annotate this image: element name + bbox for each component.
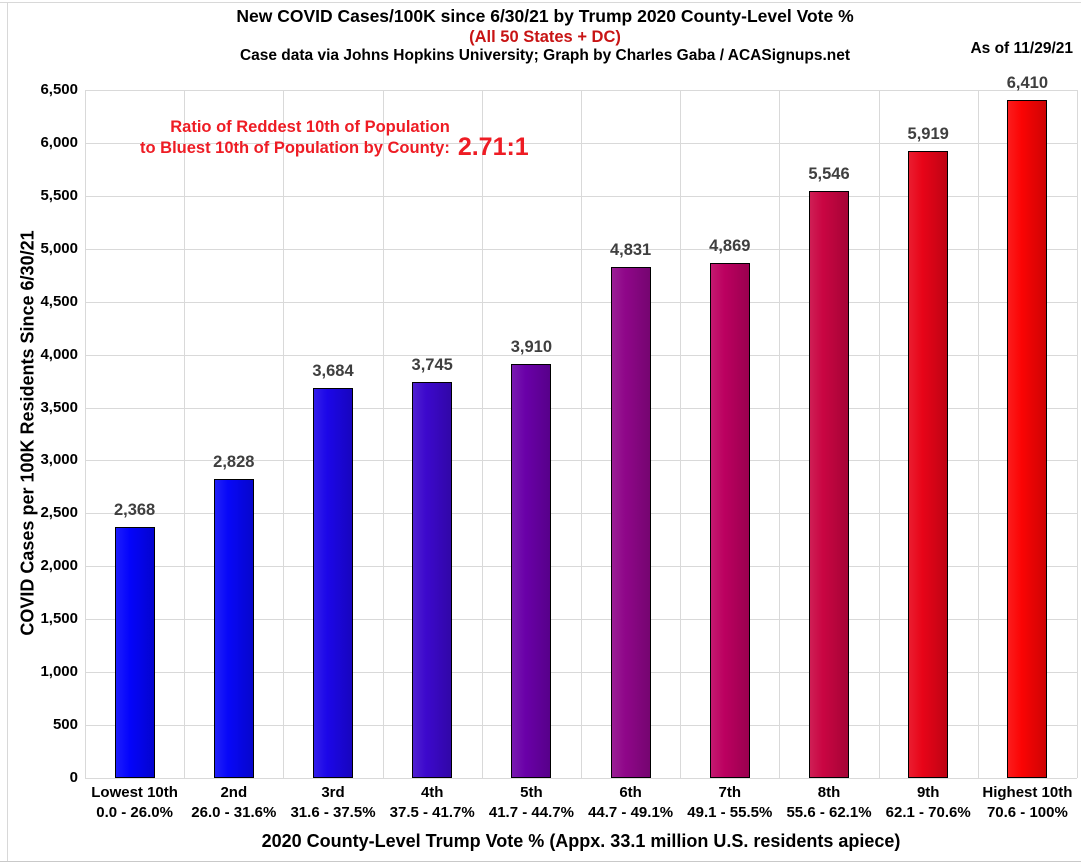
x-category-range: 37.5 - 41.7%: [389, 803, 475, 821]
x-category-range: 70.6 - 100%: [986, 803, 1068, 821]
ratio-value: 2.71:1: [457, 133, 529, 162]
y-tick-label: 5,000: [40, 239, 78, 257]
gridline-horizontal: [85, 778, 1077, 779]
x-category-name: 2nd: [220, 784, 248, 801]
bar-value-label: 3,910: [510, 338, 553, 356]
x-category-label: 8th 55.6 - 62.1%: [764, 783, 894, 823]
x-category-range: 49.1 - 55.5%: [687, 803, 773, 821]
ratio-annotation-text: Ratio of Reddest 10th of Population to B…: [140, 117, 450, 159]
gridline-vertical: [680, 90, 682, 778]
bar-6: [610, 267, 651, 778]
x-category-range: 62.1 - 70.6%: [885, 803, 971, 821]
as-of-date: As of 11/29/21: [970, 40, 1073, 57]
y-axis-title: COVID Cases per 100K Residents Since 6/3…: [17, 230, 38, 636]
x-axis-title: 2020 County-Level Trump Vote % (Appx. 33…: [261, 831, 901, 851]
bar-value-label: 5,546: [808, 165, 850, 183]
x-category-range: 41.7 - 44.7%: [488, 803, 574, 821]
chart-title: New COVID Cases/100K since 6/30/21 by Tr…: [236, 6, 854, 26]
bar-1: [114, 527, 155, 778]
bar-7: [709, 263, 750, 778]
bar-4: [412, 382, 453, 778]
x-category-name: 4th: [420, 784, 444, 801]
x-category-name: 3rd: [321, 784, 345, 801]
gridline-vertical: [85, 90, 86, 778]
x-category-name: Highest 10th: [982, 784, 1073, 801]
y-tick-label: 3,000: [40, 451, 78, 469]
y-tick-label: 6,500: [40, 81, 78, 98]
y-tick-label: 4,000: [40, 345, 78, 363]
x-category-name: Lowest 10th: [91, 784, 178, 801]
frame-border-top: [0, 2, 1081, 3]
x-category-range: 26.0 - 31.6%: [191, 803, 277, 821]
gridline-vertical: [1077, 90, 1078, 778]
chart-subtitle: (All 50 States + DC): [469, 28, 621, 47]
gridline-vertical: [878, 90, 880, 778]
x-category-label: Highest 10th 70.6 - 100%: [962, 783, 1081, 823]
x-category-name: 5th: [520, 784, 543, 801]
x-category-range: 31.6 - 37.5%: [290, 803, 376, 821]
bar-value-label: 4,869: [709, 237, 751, 255]
gridline-vertical: [977, 90, 979, 778]
x-category-label: 2nd 26.0 - 31.6%: [169, 783, 299, 823]
x-category-name: 7th: [718, 784, 742, 801]
bar-value-label: 3,745: [411, 356, 453, 374]
bar-2: [213, 479, 254, 778]
gridline-vertical: [581, 90, 582, 778]
y-tick-label: 3,500: [40, 398, 78, 416]
x-category-range: 44.7 - 49.1%: [588, 803, 674, 821]
y-tick-label: 6,000: [40, 133, 78, 151]
x-category-label: 5th 41.7 - 44.7%: [466, 783, 596, 823]
chart-credit-line: Case data via Johns Hopkins University; …: [239, 47, 851, 65]
x-category-label: Lowest 10th 0.0 - 26.0%: [70, 783, 200, 823]
x-category-name: 6th: [619, 784, 642, 801]
bar-5: [511, 364, 552, 778]
x-category-label: 4th 37.5 - 41.7%: [367, 783, 497, 823]
gridline-vertical: [382, 90, 384, 778]
y-tick-label: 1,500: [40, 610, 78, 628]
y-tick-label: 5,500: [40, 186, 78, 204]
ratio-annotation-line2: to Bluest 10th of Population by County:: [140, 139, 450, 158]
ratio-annotation: Ratio of Reddest 10th of Population to B…: [140, 117, 529, 162]
x-category-name: 8th: [817, 784, 841, 801]
gridline-vertical: [779, 90, 781, 778]
bar-value-label: 6,410: [1006, 74, 1049, 92]
x-category-label: 3rd 31.6 - 37.5%: [268, 783, 398, 823]
bar-value-label: 2,828: [213, 453, 255, 471]
frame-border-bottom: [0, 861, 1081, 862]
x-category-label: 9th 62.1 - 70.6%: [863, 783, 993, 823]
bar-8: [809, 191, 849, 778]
bar-value-label: 5,919: [907, 125, 949, 143]
bar-3: [313, 388, 353, 778]
y-tick-label: 2,000: [40, 557, 78, 575]
y-tick-label: 2,500: [40, 504, 78, 522]
bar-9: [908, 151, 949, 778]
y-tick-label: 500: [52, 716, 78, 734]
x-category-range: 55.6 - 62.1%: [786, 803, 872, 821]
frame-border-left: [7, 2, 8, 862]
x-category-label: 7th 49.1 - 55.5%: [665, 783, 795, 823]
x-category-range: 0.0 - 26.0%: [96, 803, 173, 821]
bar-value-label: 2,368: [113, 501, 156, 519]
plot-area: 2,368 2,828 3,684 3,745 3,910 4,831 4,869 5,546…: [85, 74, 1078, 779]
bar-value-label: 4,831: [609, 241, 652, 259]
x-category-label: 6th 44.7 - 49.1%: [566, 783, 696, 823]
bar-value-label: 3,684: [312, 362, 354, 380]
gridline-vertical: [481, 90, 483, 778]
chart-header: New COVID Cases/100K since 6/30/21 by Tr…: [40, 6, 1050, 66]
gridline-vertical: [184, 90, 186, 778]
bar-10: [1007, 100, 1048, 778]
y-tick-label: 4,500: [40, 292, 78, 310]
y-tick-label: 1,000: [40, 663, 78, 681]
gridline-vertical: [283, 90, 285, 778]
y-tick-label: 0: [69, 769, 78, 786]
ratio-annotation-line1: Ratio of Reddest 10th of Population: [170, 118, 450, 136]
x-category-name: 9th: [916, 784, 940, 801]
